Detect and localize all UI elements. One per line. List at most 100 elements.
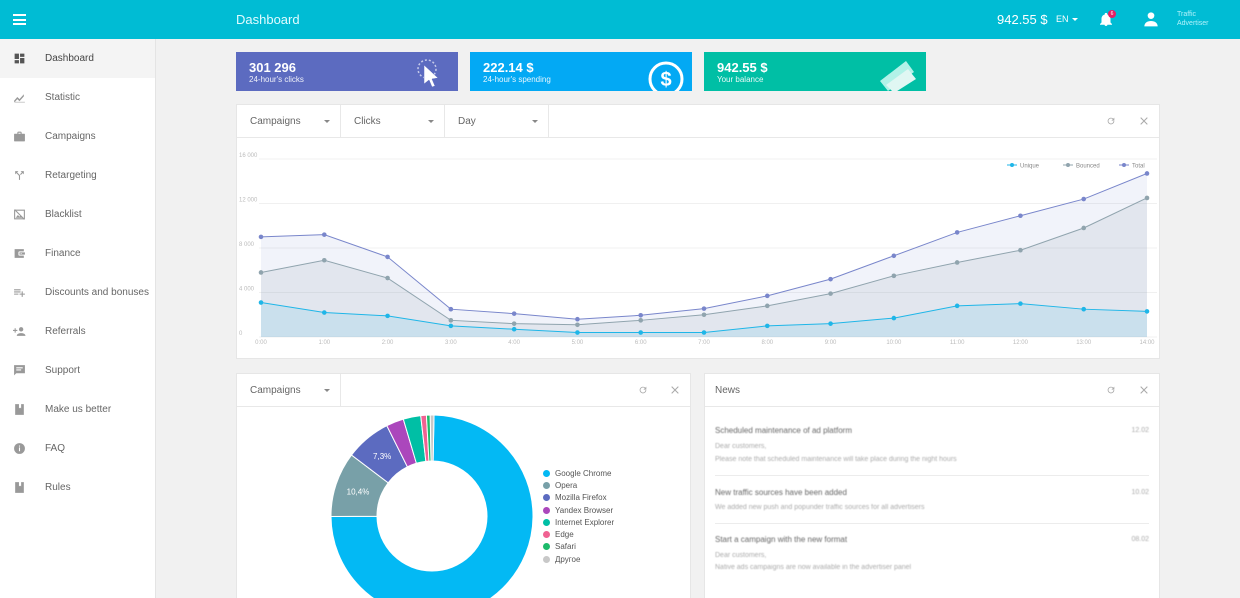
data-point[interactable] — [385, 275, 390, 281]
series-area — [261, 197, 1147, 337]
sidebar-item-label: Retargeting — [45, 170, 97, 181]
legend-label: Yandex Browser — [555, 505, 614, 515]
data-point[interactable] — [954, 230, 960, 235]
legend-item[interactable]: Unique — [1007, 163, 1040, 170]
sidebar-item-faq[interactable]: FAQ — [0, 429, 155, 468]
pie-slice[interactable] — [330, 414, 534, 598]
data-point[interactable] — [1144, 309, 1150, 314]
account-button[interactable] — [1143, 11, 1159, 27]
sidebar-item-statistic[interactable]: Statistic — [0, 78, 155, 117]
metric-dropdown[interactable]: Clicks — [341, 105, 445, 138]
data-point[interactable] — [385, 313, 390, 319]
data-point[interactable] — [891, 315, 897, 321]
data-point[interactable] — [1018, 247, 1023, 253]
data-point[interactable] — [638, 330, 644, 335]
data-point[interactable] — [258, 270, 264, 275]
data-point[interactable] — [1018, 213, 1023, 219]
sidebar-item-support[interactable]: Support — [0, 351, 155, 390]
data-point[interactable] — [954, 303, 960, 309]
data-point[interactable] — [448, 323, 454, 329]
language-selector[interactable]: EN — [1056, 14, 1078, 24]
data-point[interactable] — [321, 257, 327, 263]
close-icon[interactable] — [1139, 385, 1149, 395]
sidebar-item-make-us-better[interactable]: Make us better — [0, 390, 155, 429]
data-point[interactable] — [891, 273, 897, 279]
chart-icon — [14, 94, 25, 103]
data-point[interactable] — [1081, 306, 1087, 312]
sidebar-item-dashboard[interactable]: Dashboard — [0, 39, 155, 78]
legend-item[interactable]: Google Chrome — [543, 467, 614, 479]
data-point[interactable] — [511, 321, 517, 326]
notifications-button[interactable]: 6 — [1100, 10, 1116, 26]
legend-item[interactable]: Total — [1119, 163, 1145, 170]
data-point[interactable] — [764, 293, 770, 299]
period-dropdown[interactable]: Day — [445, 105, 549, 138]
legend-item[interactable]: Internet Explorer — [543, 516, 614, 528]
data-point[interactable] — [575, 316, 580, 322]
legend-item[interactable]: Bounced — [1063, 163, 1100, 170]
legend-item[interactable]: Opera — [543, 479, 614, 491]
data-point[interactable] — [891, 253, 897, 259]
data-point[interactable] — [1081, 196, 1087, 202]
legend-item[interactable]: Yandex Browser — [543, 504, 614, 516]
data-point[interactable] — [1144, 195, 1150, 201]
news-item-date: 08.02 — [1131, 536, 1149, 543]
legend-item[interactable]: Safari — [543, 541, 614, 553]
news-item[interactable]: Scheduled maintenance of ad platform 12.… — [715, 418, 1149, 476]
x-tick-label: 2:00 — [382, 340, 394, 346]
data-point[interactable] — [511, 311, 517, 316]
data-point[interactable] — [701, 312, 707, 318]
data-point[interactable] — [1018, 301, 1023, 306]
sidebar-item-discounts[interactable]: Discounts and bonuses — [0, 273, 155, 312]
sidebar-item-campaigns[interactable]: Campaigns — [0, 117, 155, 156]
data-point[interactable] — [828, 321, 833, 326]
news-item-date: 12.02 — [1131, 427, 1149, 434]
data-point[interactable] — [575, 322, 580, 328]
data-point[interactable] — [638, 318, 644, 323]
refresh-icon[interactable] — [1106, 116, 1116, 126]
menu-icon[interactable] — [13, 14, 26, 25]
sidebar-item-finance[interactable]: Finance — [0, 234, 155, 273]
legend-item[interactable]: Mozilla Firefox — [543, 492, 614, 504]
data-point[interactable] — [638, 313, 644, 318]
data-point[interactable] — [1081, 225, 1087, 231]
sidebar-item-referrals[interactable]: Referrals — [0, 312, 155, 351]
data-point[interactable] — [575, 330, 580, 335]
sidebar-item-blacklist[interactable]: Blacklist — [0, 195, 155, 234]
data-point[interactable] — [321, 310, 327, 315]
data-point[interactable] — [321, 232, 327, 237]
refresh-icon[interactable] — [638, 385, 648, 395]
cursor-click-icon — [417, 59, 439, 88]
news-item[interactable]: New traffic sources have been added 10.0… — [715, 476, 1149, 524]
data-point[interactable] — [448, 318, 454, 323]
refresh-icon[interactable] — [1106, 385, 1116, 395]
pie-campaigns-dropdown[interactable]: Campaigns — [237, 374, 341, 407]
data-point[interactable] — [828, 291, 833, 296]
data-point[interactable] — [258, 300, 264, 305]
data-point[interactable] — [511, 326, 517, 332]
sidebar-item-label: Dashboard — [45, 53, 94, 64]
legend-item[interactable]: Другое — [543, 553, 614, 565]
close-icon[interactable] — [1139, 116, 1149, 126]
sidebar-item-rules[interactable]: Rules — [0, 468, 155, 507]
wallet-icon — [880, 61, 916, 91]
data-point[interactable] — [828, 276, 833, 282]
card-label: 24-hour's clicks — [249, 75, 304, 84]
legend-item[interactable]: Edge — [543, 528, 614, 540]
user-name[interactable]: Traffic Advertiser — [1177, 10, 1209, 28]
data-point[interactable] — [701, 306, 707, 311]
data-point[interactable] — [385, 254, 390, 260]
news-item[interactable]: Start a campaign with the new format 08.… — [715, 524, 1149, 584]
data-point[interactable] — [1144, 171, 1150, 176]
data-point[interactable] — [701, 330, 707, 335]
data-point[interactable] — [954, 260, 960, 265]
data-point[interactable] — [764, 303, 770, 309]
sidebar-item-retargeting[interactable]: Retargeting — [0, 156, 155, 195]
playlist-add-icon — [14, 289, 25, 297]
close-icon[interactable] — [670, 385, 680, 395]
campaigns-dropdown[interactable]: Campaigns — [237, 105, 341, 138]
data-point[interactable] — [764, 323, 770, 329]
pie-slice[interactable] — [429, 414, 435, 462]
data-point[interactable] — [448, 306, 454, 312]
data-point[interactable] — [258, 234, 264, 240]
